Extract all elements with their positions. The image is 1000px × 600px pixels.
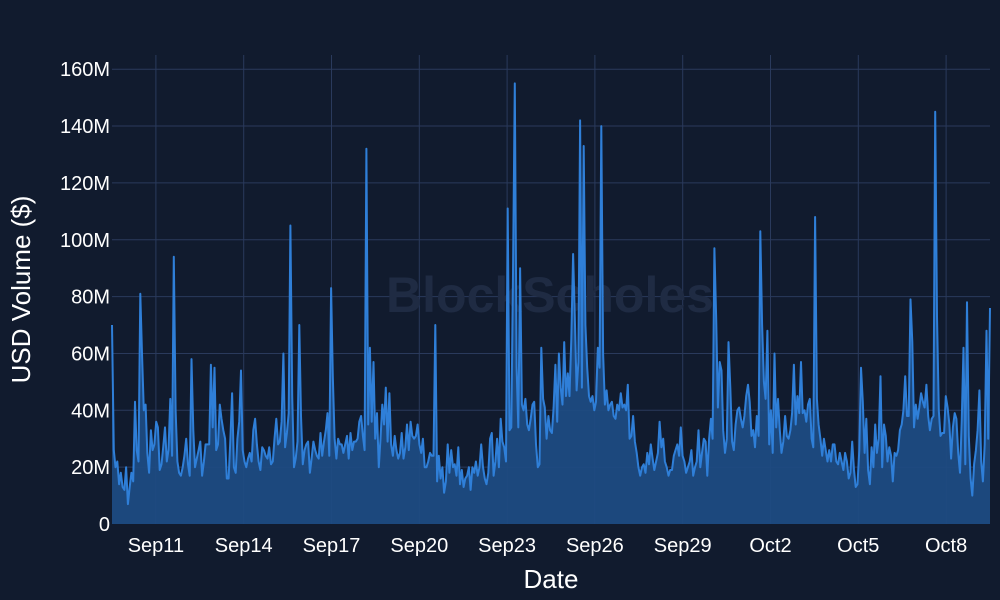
x-tick-label: Sep26 bbox=[566, 535, 624, 557]
y-tick-label: 160M bbox=[60, 59, 110, 81]
x-tick-label: Sep29 bbox=[654, 535, 712, 557]
x-tick-label: Oct2 bbox=[749, 535, 791, 557]
volume-line bbox=[111, 82, 991, 506]
watermark-logo: BlockScholes bbox=[386, 267, 714, 323]
y-axis: 0 20M 40M 60M 80M 100M 120M 140M 160M bbox=[60, 59, 110, 536]
y-tick-label: 40M bbox=[71, 400, 110, 422]
y-tick-label: 100M bbox=[60, 230, 110, 252]
y-tick-label: 120M bbox=[60, 173, 110, 195]
x-tick-label: Oct5 bbox=[837, 535, 879, 557]
y-tick-label: 20M bbox=[71, 457, 110, 479]
y-tick-label: 140M bbox=[60, 116, 110, 138]
y-axis-title: USD Volume ($) bbox=[6, 196, 36, 384]
volume-area-fill bbox=[112, 83, 990, 525]
y-tick-label: 80M bbox=[71, 287, 110, 309]
x-axis: Sep11 Sep14 Sep17 Sep20 Sep23 Sep26 Sep29 Oct2 O… bbox=[128, 535, 968, 557]
x-tick-label: Sep11 bbox=[128, 535, 184, 557]
y-tick-label: 0 bbox=[99, 514, 110, 536]
series-area bbox=[111, 82, 991, 525]
x-tick-label: Sep14 bbox=[215, 535, 273, 557]
x-tick-label: Sep20 bbox=[390, 535, 448, 557]
x-tick-label: Oct8 bbox=[925, 535, 967, 557]
x-tick-label: Sep17 bbox=[303, 535, 361, 557]
y-tick-label: 60M bbox=[71, 343, 110, 365]
x-tick-label: Sep23 bbox=[478, 535, 536, 557]
x-axis-title: Date bbox=[524, 564, 579, 594]
